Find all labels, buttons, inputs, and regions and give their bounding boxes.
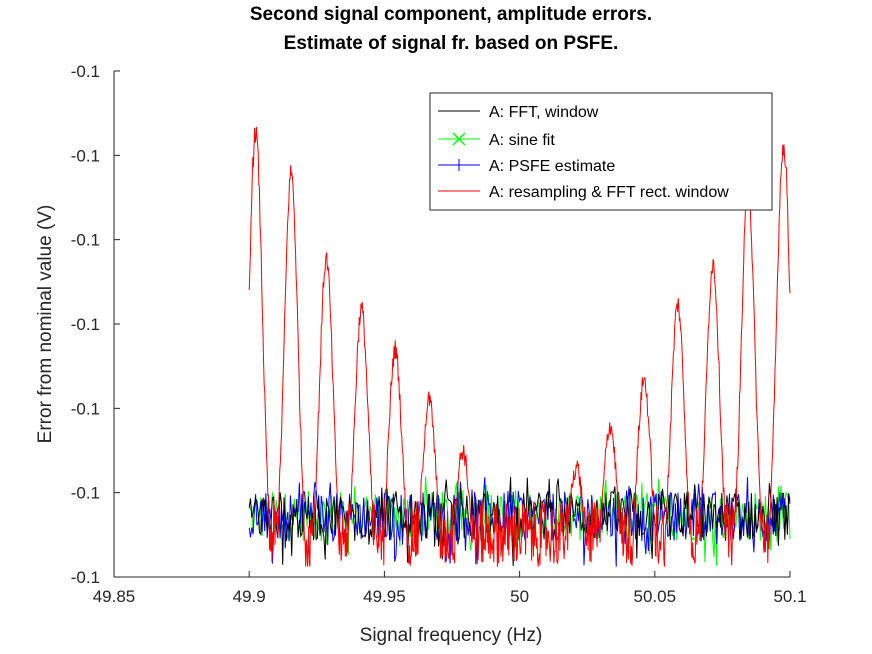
chart-title-line-1: Second signal component, amplitude error… [250,4,652,25]
x-tick-label: 50.1 [773,587,806,606]
y-axis-label: Error from nominal value (V) [35,205,56,444]
x-tick-label: 49.85 [93,587,136,606]
series-line-4 [248,126,791,567]
legend-label-3: A: PSFE estimate [489,158,615,175]
y-tick-label: -0.1 [71,146,100,165]
legend-label-2: A: sine fit [489,132,555,149]
x-ticks: 49.85 49.9 49.95 50 50.05 50.1 [93,571,807,606]
legend: A: FFT, window A: sine fit A: PSFE estimat… [429,92,773,211]
chart-title-line-2: Estimate of signal fr. based on PSFE. [284,33,619,54]
y-tick-label: -0.1 [71,315,100,334]
y-tick-label: -0.1 [71,484,100,503]
y-ticks: -0.1 -0.1 -0.1 -0.1 -0.1 -0.1 -0.1 [71,62,120,587]
y-tick-label: -0.1 [71,399,100,418]
x-axis-label: Signal frequency (Hz) [360,625,543,646]
x-tick-label: 50 [510,587,529,606]
plot-area [248,126,791,567]
y-tick-label: -0.1 [71,568,100,587]
y-tick-label: -0.1 [71,231,100,250]
x-tick-label: 49.95 [363,587,406,606]
x-tick-label: 49.9 [233,587,266,606]
legend-label-1: A: FFT, window [489,104,599,121]
legend-marker-x [452,132,466,146]
x-tick-label: 50.05 [634,587,677,606]
legend-label-4: A: resampling & FFT rect. window [489,184,729,201]
y-tick-label: -0.1 [71,62,100,81]
legend-box [429,92,773,211]
